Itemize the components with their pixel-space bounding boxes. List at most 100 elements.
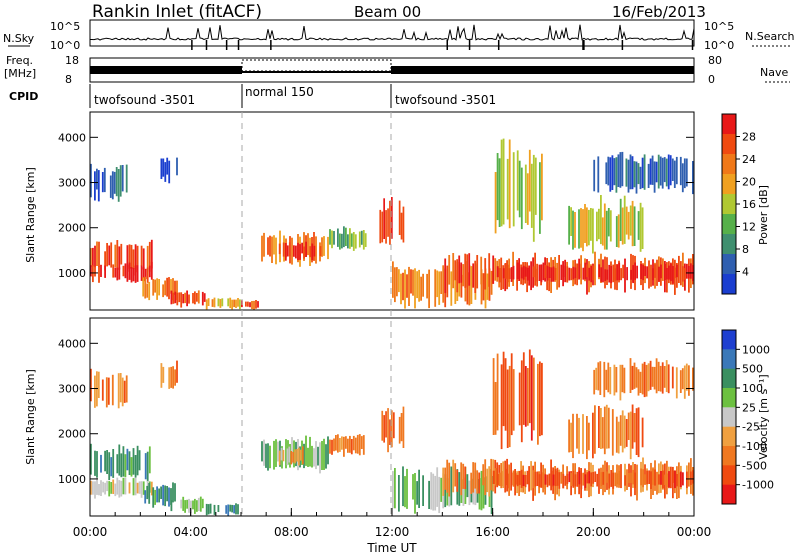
data-cell [612, 472, 615, 489]
data-cell [584, 204, 586, 243]
data-cell [598, 208, 600, 240]
data-cell [572, 470, 575, 488]
data-cell [516, 150, 519, 211]
data-cell [546, 474, 549, 488]
data-cell [640, 468, 642, 486]
data-cell [462, 477, 465, 506]
data-cell [341, 436, 343, 450]
data-cell [341, 233, 343, 249]
data-cell [178, 292, 181, 303]
data-cell [292, 451, 294, 463]
frequency-trace-normal [242, 71, 391, 73]
data-cell [534, 268, 537, 282]
data-cell [456, 259, 459, 293]
data-cell [593, 369, 596, 395]
colorbar-swatch [722, 274, 736, 295]
data-cell [408, 266, 410, 306]
data-cell [629, 358, 632, 393]
data-cell [654, 469, 656, 486]
data-cell [668, 471, 670, 488]
data-cell [136, 482, 139, 494]
data-cell [603, 406, 606, 455]
colorbar-tick-label: 8 [742, 243, 749, 256]
data-cell [538, 264, 541, 281]
data-cell [94, 375, 96, 408]
data-cell [196, 500, 198, 512]
data-cell [108, 245, 111, 266]
data-cell [350, 439, 353, 455]
data-cell [611, 155, 614, 190]
data-cell [295, 441, 297, 467]
frequency-trace [90, 66, 242, 74]
data-cell [158, 488, 160, 503]
data-cell [522, 265, 525, 280]
colorbar-swatch [722, 426, 736, 447]
colorbar-swatch [722, 388, 736, 408]
data-cell [550, 470, 553, 487]
data-cell [488, 466, 491, 497]
data-cell [558, 255, 560, 288]
data-cell [570, 422, 572, 452]
data-cell [100, 454, 102, 473]
data-cell [323, 236, 325, 256]
data-cell [598, 264, 601, 278]
data-cell [679, 156, 682, 186]
data-cell [275, 237, 277, 265]
data-cell [385, 411, 387, 438]
data-cell [676, 474, 678, 487]
data-cell [269, 235, 271, 257]
data-cell [90, 368, 92, 402]
data-cell [605, 210, 608, 250]
data-cell [650, 264, 652, 287]
data-cell [166, 277, 168, 297]
data-cell [460, 274, 463, 298]
data-cell [188, 498, 190, 513]
data-cell [197, 290, 200, 304]
data-cell [490, 476, 493, 515]
data-cell [288, 242, 291, 257]
data-cell [496, 153, 499, 221]
data-cell [123, 380, 126, 403]
data-cell [532, 154, 535, 242]
data-cell [603, 361, 606, 398]
data-cell [253, 300, 255, 310]
data-cell [128, 451, 131, 475]
data-cell [634, 472, 636, 489]
data-cell [617, 154, 620, 187]
data-cell [460, 462, 463, 496]
data-cell [412, 474, 414, 500]
colorbar-swatch [722, 234, 736, 255]
data-cell [609, 367, 612, 395]
data-cell [610, 266, 613, 284]
data-cell [652, 469, 654, 485]
data-cell [684, 268, 686, 280]
data-cell [653, 366, 656, 390]
data-cell [482, 273, 485, 301]
data-cell [152, 279, 155, 296]
data-cell [500, 364, 503, 450]
data-cell [158, 279, 160, 296]
data-cell [164, 280, 166, 296]
data-cell [418, 269, 420, 302]
data-cell [637, 407, 640, 458]
data-cell [293, 245, 295, 257]
data-cell [496, 353, 499, 431]
data-cell [650, 471, 652, 489]
data-cell [466, 272, 469, 305]
data-cell [111, 171, 114, 200]
data-cell [267, 443, 269, 471]
data-cell [482, 477, 485, 509]
data-cell [530, 355, 533, 441]
data-cell [402, 466, 404, 507]
data-cell [576, 413, 578, 449]
colorbar-tick-label: -25 [742, 421, 760, 434]
data-cell [508, 268, 511, 279]
data-cell [170, 488, 172, 505]
power-y-label: Slant Range [km] [24, 167, 37, 263]
data-cell [134, 244, 137, 276]
data-cell [333, 231, 335, 245]
data-cell [675, 367, 678, 399]
data-cell [546, 265, 549, 281]
data-cell [607, 362, 610, 393]
data-cell [474, 260, 477, 293]
